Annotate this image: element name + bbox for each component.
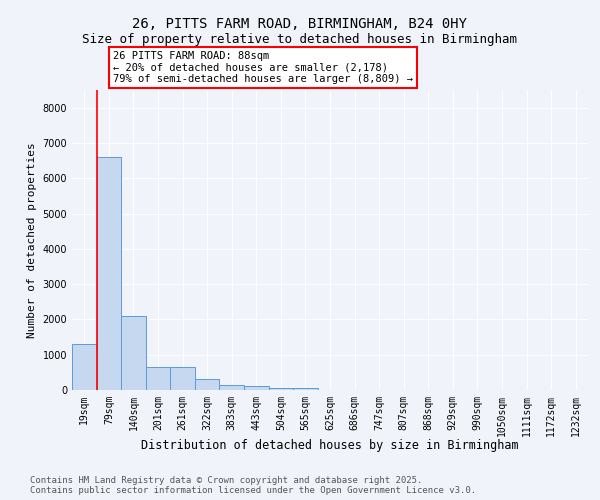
Text: 26 PITTS FARM ROAD: 88sqm
← 20% of detached houses are smaller (2,178)
79% of se: 26 PITTS FARM ROAD: 88sqm ← 20% of detac… <box>113 51 413 84</box>
Bar <box>121 316 146 390</box>
Bar <box>269 388 293 390</box>
Text: Size of property relative to detached houses in Birmingham: Size of property relative to detached ho… <box>83 32 517 46</box>
Bar <box>195 380 220 390</box>
X-axis label: Distribution of detached houses by size in Birmingham: Distribution of detached houses by size … <box>141 439 519 452</box>
Text: Contains HM Land Registry data © Crown copyright and database right 2025.
Contai: Contains HM Land Registry data © Crown c… <box>30 476 476 495</box>
Y-axis label: Number of detached properties: Number of detached properties <box>27 142 37 338</box>
Bar <box>146 367 170 390</box>
Bar <box>293 388 318 390</box>
Bar <box>244 386 269 390</box>
Text: 26, PITTS FARM ROAD, BIRMINGHAM, B24 0HY: 26, PITTS FARM ROAD, BIRMINGHAM, B24 0HY <box>133 18 467 32</box>
Bar <box>97 157 121 390</box>
Bar <box>72 344 97 390</box>
Bar <box>170 367 195 390</box>
Bar <box>220 384 244 390</box>
